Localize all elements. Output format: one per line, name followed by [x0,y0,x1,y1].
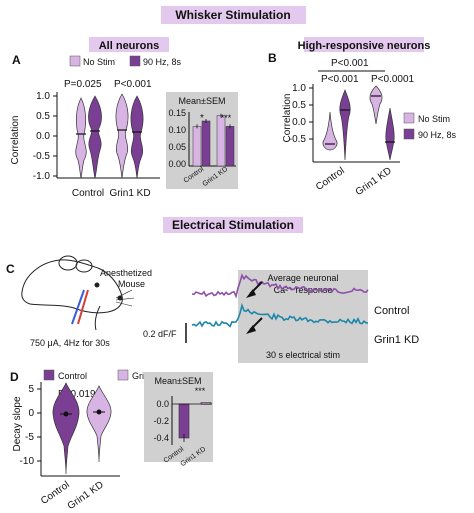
panel-a-legend-stim: 90 Hz, 8s [143,57,182,67]
panel-a-inset-title: Mean±SEM [179,96,226,106]
panel-a-ytick-neg1: -1.0 [33,171,51,182]
panel-a-ytick-neg0.5: -0.5 [33,151,51,162]
panel-b-ytick-0: 0.0 [292,117,306,128]
panel-d-ytick-5: 5 [28,384,34,395]
panel-b-legend-stim-swatch [403,128,415,140]
panel-a-yticks [53,95,57,177]
panel-a-pvalue-control: P=0.025 [64,79,102,90]
panel-d-ytick-0: 0 [28,408,34,419]
stim-window-label: 30 s electrical stim [266,350,340,360]
violin-a-control-nostim [75,97,87,179]
panel-d-inset-ytick-neg0.4: -0.4 [153,433,169,443]
whisker-header-band [161,6,306,24]
whisker-header: Whisker Stimulation [175,8,290,22]
panel-a-pvalue-grin1: P<0.001 [114,79,152,90]
response-label-line2: Ca²⁺ response [274,285,333,295]
violin-b-control-stim [339,89,351,161]
panel-b-ylabel: Correlation [282,94,293,143]
trace-label-control: Control [374,305,409,317]
panel-d-legend-control-swatch [43,369,55,381]
panel-b-legend-nostim: No Stim [418,114,450,124]
panel-b-pvalue-control: P<0.001 [321,74,359,85]
trace-label-grin1: Grin1 KD [374,334,419,346]
panel-d-ytick-neg5: -5 [25,432,34,443]
panel-b-letter: B [268,51,277,65]
arrow-icon [246,317,263,334]
panel-d-ylabel: Decay slope [12,396,23,451]
panel-a-ylabel: Correlation [10,116,21,165]
electrical-header-band [163,217,303,233]
inset-a-bar-control-0 [192,126,202,167]
panel-b-ytick-0.5: 0.5 [292,100,306,111]
electrical-header: Electrical Stimulation [172,218,294,232]
panel-d-inset-stars: *** [195,386,206,396]
panel-a-ytick-0.5: 0.5 [36,111,50,122]
panel-b-legend-stim: 90 Hz, 8s [418,130,457,140]
panel-a-xtick-control: Control [72,188,104,199]
panel-d-letter: D [10,370,19,384]
panel-a-legend-stim-swatch [129,55,141,67]
panel-a-inset-star-control: * [200,113,204,124]
panel-b-subtitle-band [304,37,424,52]
panel-a-ytick-0: 0.0 [36,131,50,142]
inset-a-bar-grin1-kd-0 [216,115,226,167]
panel-a-subtitle-band [89,37,169,52]
panel-a-inset-ytick-0.15: 0.15 [168,108,186,118]
panel-d-legend-control: Control [58,371,87,381]
panel-a-legend-nostim-swatch [69,55,81,67]
panel-d-xtick-grin1: Grin1 KD [66,479,106,512]
mouse-label-line2: Mouse [118,279,145,289]
violin-b-grin1-stim [385,107,395,161]
panel-d-inset-title: Mean±SEM [155,376,202,386]
violin-a-control-stim [88,95,102,179]
inset-a-bar-grin1-kd-1 [225,126,235,167]
panel-a-inset-ytick-0.05: 0.05 [168,142,186,152]
scale-bar-label: 0.2 dF/F [143,329,177,339]
control-trace [191,273,369,299]
inset-d-bar-control [178,403,190,439]
violin-a-grin1-stim [130,95,144,179]
panel-c-letter: C [6,262,15,276]
violin-d-control [52,382,80,475]
panel-a-xtick-grin1: Grin1 KD [109,188,150,199]
panel-d-inset-bg [144,372,213,462]
violin-b-grin1-nostim [369,85,383,125]
mouse-label-line1: Anesthetized [100,268,152,278]
panel-a-inset-bars [192,113,235,167]
response-label-line1: Average neuronal [268,273,339,283]
violin-b-control-nostim [322,111,338,151]
panel-b-pvalue-top: P<0.001 [331,58,369,69]
panel-d-inset-ytick-neg0.2: -0.2 [153,416,169,426]
panel-d-inset-bars [172,401,212,442]
panel-b-subtitle: High-responsive neurons [298,40,431,52]
inset-a-bar-control-1 [201,120,211,167]
panel-b-ytick-1: 1.0 [292,83,306,94]
panel-d-ytick-neg10: -10 [20,456,35,467]
panel-b-xtick-grin1: Grin1 KD [354,165,394,198]
panel-a-letter: A [12,53,21,67]
panel-a-legend-nostim: No Stim [83,57,115,67]
panel-a-inset-star-grin1: *** [221,113,232,123]
stim-parameters: 750 μA, 4Hz for 30s [30,338,110,348]
panel-a-ytick-1: 1.0 [36,91,50,102]
panel-a-inset-ytick-0.10: 0.10 [168,125,186,135]
panel-b-ytick-neg0.5: -0.5 [289,134,307,145]
panel-a-subtitle: All neurons [99,40,160,52]
panel-b-xtick-control: Control [314,165,347,193]
violin-d-grin1 [86,385,112,463]
mouse-illustration [21,255,135,331]
arrow-icon [246,281,263,298]
panel-b-pvalue-grin1: P<0.0001 [371,74,415,85]
electrode-blue [71,289,85,325]
panel-d-inset-ytick-0.0: 0.0 [156,399,169,409]
violin-a-grin1-nostim [115,93,129,179]
grin1-trace [191,302,369,328]
panel-a-inset-ytick-0.00: 0.00 [168,159,186,169]
panel-d-pvalue: P=0.0194 [58,389,102,400]
electrode-red [77,289,89,325]
panel-b-legend-nostim-swatch [403,112,415,124]
panel-d-legend-grin1-swatch [117,369,129,381]
